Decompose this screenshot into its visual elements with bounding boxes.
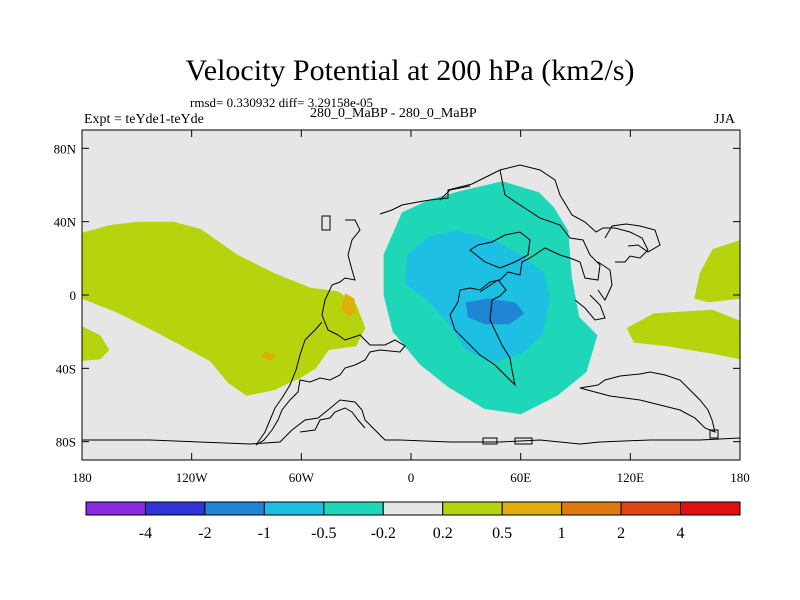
y-tick-label: 40N	[54, 215, 77, 230]
stats-label: rmsd= 0.330932 diff= 3.29158e-05	[190, 95, 374, 110]
colorbar-swatch	[263, 501, 325, 516]
colorbar-swatch	[680, 501, 741, 516]
colorbar-swatch	[323, 501, 384, 516]
contour-region-8	[465, 298, 525, 325]
x-tick-label: 180	[72, 470, 92, 485]
contour-region-5	[626, 309, 740, 360]
colorbar: -4 -2 -1 -0.5 -0.2 0.2 0.5 1 2 4	[85, 501, 741, 542]
case-label: 280_0_MaBP - 280_0_MaBP	[310, 106, 477, 121]
chart-title: Velocity Potential at 200 hPa (km2/s)	[185, 54, 635, 87]
contour-region-2	[341, 293, 357, 317]
colorbar-swatch	[620, 501, 682, 516]
colorbar-label: 0.2	[433, 525, 453, 542]
colorbar-label: -2	[198, 525, 211, 542]
colorbar-label: 2	[617, 525, 625, 542]
coastline-arabia-india	[469, 231, 531, 269]
x-tick-label: 180	[730, 470, 750, 485]
colorbar-swatch	[204, 501, 265, 516]
contour-fills	[82, 181, 740, 415]
colorbar-swatch	[442, 501, 503, 516]
coastlines	[82, 164, 740, 446]
coastline-south-america	[255, 321, 406, 446]
colorbar-swatch	[144, 501, 206, 516]
colorbar-label: 1	[558, 525, 566, 542]
coastline-se-asia	[574, 261, 613, 321]
contour-region-0	[82, 221, 366, 396]
coastline-antarctic-peninsula	[299, 407, 366, 433]
colorbar-label: -0.5	[311, 525, 336, 542]
contour-region-1	[82, 326, 110, 361]
x-tick-label: 60E	[510, 470, 531, 485]
x-tick-label: 120E	[617, 470, 645, 485]
contour-region-3	[261, 351, 276, 361]
colorbar-swatch	[561, 501, 622, 516]
colorbar-swatch	[85, 501, 146, 516]
colorbar-label: -4	[139, 525, 152, 542]
colorbar-label: -0.2	[371, 525, 396, 542]
coastline-north-america	[321, 215, 361, 336]
y-tick-label: 80N	[54, 141, 77, 156]
contour-region-4	[694, 240, 740, 303]
x-tick-label: 60W	[289, 470, 315, 485]
colorbar-label: -1	[258, 525, 271, 542]
colorbar-swatch	[501, 501, 563, 516]
experiment-label: Expt = teYde1-teYde	[84, 112, 204, 127]
coastline-islands	[482, 429, 719, 445]
coastline-africa-eurasia	[379, 169, 601, 387]
y-tick-label: 0	[70, 288, 77, 303]
coastline-asia-north	[439, 164, 649, 263]
axes: 180 120W 60W 0 60E 120E 180 80N 40N 0 40S 80S	[54, 130, 750, 485]
y-tick-label: 80S	[56, 435, 76, 450]
coastline-antarctica	[82, 399, 740, 445]
x-tick-label: 120W	[176, 470, 209, 485]
coastline-japan	[604, 223, 661, 253]
y-tick-label: 40S	[56, 361, 76, 376]
colorbar-label: 4	[677, 525, 685, 542]
season-label: JJA	[714, 112, 736, 127]
x-tick-label: 0	[408, 470, 415, 485]
colorbar-label: 0.5	[492, 525, 512, 542]
contour-region-7	[405, 230, 550, 363]
colorbar-swatch	[382, 501, 444, 516]
coastline-australia	[579, 371, 716, 433]
